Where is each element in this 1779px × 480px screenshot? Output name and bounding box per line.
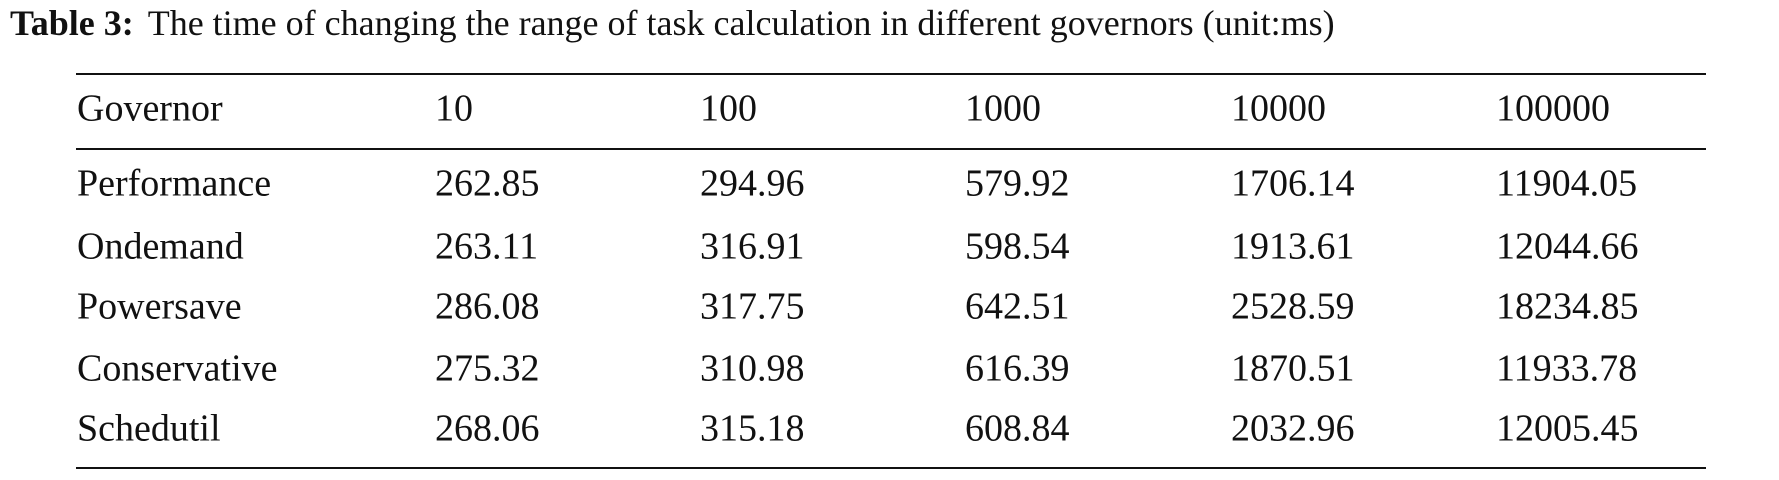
table-cell: 275.32 <box>435 348 540 390</box>
header-cell: 100 <box>700 88 757 130</box>
table-cell: 315.18 <box>700 408 805 450</box>
table-cell: 1706.14 <box>1231 163 1355 205</box>
header-cell: 1000 <box>965 88 1041 130</box>
table-cell: 316.91 <box>700 226 805 268</box>
caption-label: Table 3: <box>10 3 134 43</box>
header-cell: 10 <box>435 88 473 130</box>
table-cell: 317.75 <box>700 286 805 328</box>
header-cell: 10000 <box>1231 88 1326 130</box>
table-cell: 286.08 <box>435 286 540 328</box>
header-cell: 100000 <box>1496 88 1610 130</box>
table-cell: 12044.66 <box>1496 226 1639 268</box>
table-cell: 12005.45 <box>1496 408 1639 450</box>
table-cell: 642.51 <box>965 286 1070 328</box>
table-cell: 579.92 <box>965 163 1070 205</box>
caption-text: The time of changing the range of task c… <box>148 3 1335 43</box>
table-cell: 2032.96 <box>1231 408 1355 450</box>
table-cell: 18234.85 <box>1496 286 1639 328</box>
table-cell: 616.39 <box>965 348 1070 390</box>
header-cell: Governor <box>77 88 223 130</box>
table-cell: 11933.78 <box>1496 348 1637 390</box>
table-cell: 262.85 <box>435 163 540 205</box>
table-cell: 310.98 <box>700 348 805 390</box>
row-label: Powersave <box>77 286 242 328</box>
table-cell: 294.96 <box>700 163 805 205</box>
table-cell: 263.11 <box>435 226 538 268</box>
table-cell: 598.54 <box>965 226 1070 268</box>
row-label: Performance <box>77 163 271 205</box>
table-cell: 1870.51 <box>1231 348 1355 390</box>
row-label: Conservative <box>77 348 278 390</box>
row-label: Ondemand <box>77 226 244 268</box>
table-cell: 268.06 <box>435 408 540 450</box>
table-cell: 1913.61 <box>1231 226 1355 268</box>
table-cell: 608.84 <box>965 408 1070 450</box>
caption: Table 3: The time of changing the range o… <box>10 3 1335 43</box>
table-cell: 2528.59 <box>1231 286 1355 328</box>
table-cell: 11904.05 <box>1496 163 1637 205</box>
row-label: Schedutil <box>77 408 221 450</box>
